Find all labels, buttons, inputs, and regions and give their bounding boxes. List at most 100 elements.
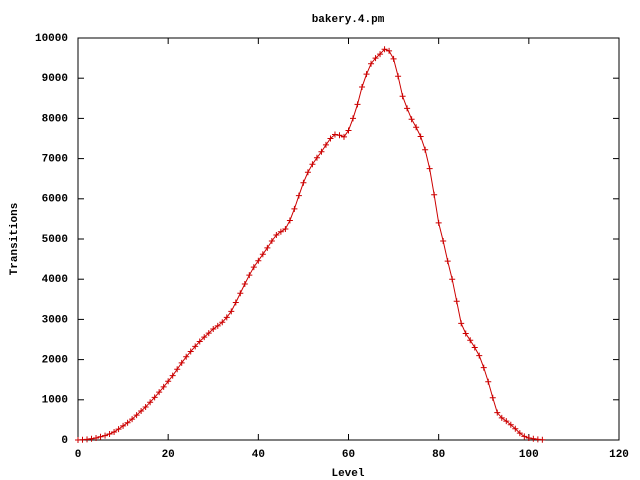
point-marker [494,409,501,416]
point-marker [228,308,235,315]
point-marker [322,141,329,148]
point-marker [264,244,271,251]
point-marker [345,127,352,134]
point-marker [286,217,293,224]
point-marker [399,93,406,100]
data-line [77,48,543,441]
x-tick-label: 60 [342,449,355,461]
point-marker [214,322,221,329]
point-marker [476,352,483,359]
point-marker [359,84,366,91]
point-marker [512,425,519,432]
x-axis-label: Level [331,468,364,480]
point-marker [539,436,546,443]
point-marker [219,319,226,326]
point-marker [381,46,388,53]
x-tick-label: 120 [609,449,629,461]
point-marker [93,434,100,441]
x-tick-label: 100 [519,449,539,461]
point-marker [273,231,280,238]
point-marker [246,272,253,279]
point-marker [313,154,320,161]
point-marker [471,344,478,351]
point-marker [336,132,343,139]
point-marker [183,353,190,360]
y-tick-label: 9000 [42,73,68,85]
point-marker [124,419,131,426]
point-marker [259,251,266,258]
point-marker [354,101,361,108]
point-marker [255,257,262,264]
point-marker [160,383,167,390]
point-marker [151,394,158,401]
point-marker [485,378,492,385]
point-marker [440,238,447,245]
point-marker [138,408,145,415]
point-marker [458,320,465,327]
y-tick-label: 0 [61,435,68,447]
point-marker [417,133,424,140]
point-marker [462,330,469,337]
point-marker [386,47,393,54]
point-marker [480,364,487,371]
point-marker [174,366,181,373]
point-marker [498,414,505,421]
point-marker [331,131,338,138]
point-marker [516,430,523,437]
y-tick-label: 8000 [42,113,68,125]
point-marker [530,435,537,442]
point-marker [192,343,199,350]
x-tick-label: 20 [162,449,175,461]
point-marker [210,326,217,333]
y-tick-label: 2000 [42,355,68,367]
point-marker [97,433,104,440]
point-marker [363,71,370,78]
y-tick-label: 4000 [42,274,68,286]
point-marker [106,430,113,437]
point-marker [156,389,163,396]
point-marker [129,416,136,423]
point-marker [165,378,172,385]
point-marker [295,192,302,199]
point-marker [304,169,311,176]
point-marker [178,359,185,366]
point-marker [503,418,510,425]
point-marker [422,146,429,153]
point-marker [318,148,325,155]
point-marker [201,334,208,341]
point-marker [187,348,194,355]
point-marker [413,124,420,131]
point-marker [291,205,298,212]
point-marker [223,314,230,321]
point-marker [368,60,375,67]
point-marker [340,133,347,140]
point-marker [88,435,95,442]
point-marker [449,276,456,283]
plot-frame [77,37,620,441]
point-marker [435,219,442,226]
point-marker [390,55,397,62]
point-marker [395,73,402,80]
point-marker [232,299,239,306]
point-marker [250,264,257,271]
point-marker [350,115,357,122]
point-marker [467,337,474,344]
point-marker [431,191,438,198]
x-tick-label: 80 [432,449,445,461]
point-marker [133,412,140,419]
point-marker [102,432,109,439]
chart-title: bakery.4.pm [312,14,385,26]
point-marker [277,228,284,235]
point-marker [300,179,307,186]
y-tick-label: 1000 [42,395,68,407]
point-marker [84,436,91,443]
point-marker [372,55,379,62]
point-marker [120,422,127,429]
point-marker [241,281,248,288]
x-tick-label: 40 [252,449,265,461]
point-marker [408,116,415,123]
y-tick-label: 7000 [42,154,68,166]
point-marker [404,105,411,112]
point-marker [327,135,334,142]
